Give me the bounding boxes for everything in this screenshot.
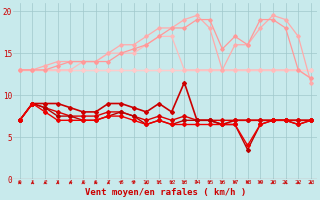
X-axis label: Vent moyen/en rafales ( km/h ): Vent moyen/en rafales ( km/h ) bbox=[85, 188, 246, 197]
